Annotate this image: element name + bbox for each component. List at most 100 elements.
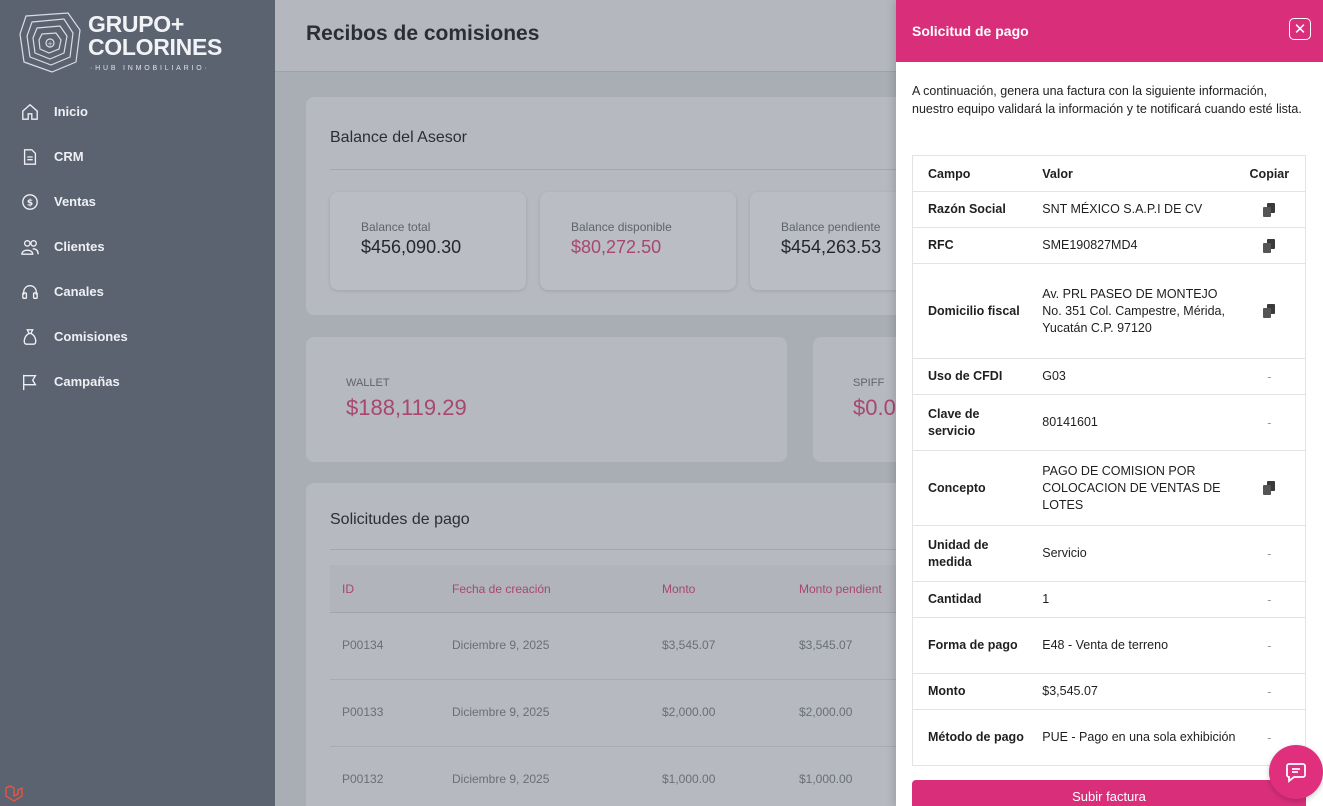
brand-line2: COLORINES xyxy=(88,34,223,60)
cell-id: P00134 xyxy=(342,638,384,652)
field-name: Método de pago xyxy=(912,709,1027,766)
field-name: Uso de CFDI xyxy=(912,358,1027,395)
money-bag-icon xyxy=(20,327,40,347)
chat-button[interactable] xyxy=(1269,745,1323,799)
drawer-header: Solicitud de pago ✕ xyxy=(896,0,1323,62)
field-name: RFC xyxy=(912,227,1027,264)
sidebar-item-ventas[interactable]: $ Ventas xyxy=(0,179,275,224)
column-header-field: Campo xyxy=(912,155,1027,192)
copy-cell: - xyxy=(1235,358,1306,395)
cell-id: P00132 xyxy=(342,772,384,786)
cell-date: Diciembre 9, 2025 xyxy=(452,705,550,719)
sidebar-item-label: CRM xyxy=(54,149,84,164)
field-value: 80141601 xyxy=(1026,394,1236,451)
cell-date: Diciembre 9, 2025 xyxy=(452,772,550,786)
table-row[interactable]: P00134 Diciembre 9, 2025 $3,545.07 $3,54… xyxy=(330,613,1006,680)
balance-pending-value: $454,263.53 xyxy=(781,237,882,257)
table-row[interactable]: P00132 Diciembre 9, 2025 $1,000.00 $1,00… xyxy=(330,747,1006,806)
document-icon xyxy=(20,147,40,167)
sidebar-item-crm[interactable]: CRM xyxy=(0,134,275,179)
copy-cell xyxy=(1235,191,1306,228)
column-header-id[interactable]: ID xyxy=(342,582,354,596)
field-value: PUE - Pago en una sola exhibición xyxy=(1026,709,1236,766)
column-header-pending[interactable]: Monto pendient xyxy=(799,582,882,596)
cell-pending: $1,000.00 xyxy=(799,772,853,786)
sidebar-item-label: Clientes xyxy=(54,239,105,254)
no-copy-dash: - xyxy=(1267,592,1272,607)
cell-pending: $2,000.00 xyxy=(799,705,853,719)
invoice-field-row: Método de pago PUE - Pago en una sola exh… xyxy=(912,709,1306,766)
home-icon xyxy=(20,102,40,122)
column-header-date[interactable]: Fecha de creación xyxy=(452,582,551,596)
divider xyxy=(330,549,1006,550)
field-name: Razón Social xyxy=(912,191,1027,228)
column-header-value: Valor xyxy=(1026,155,1236,192)
copy-icon[interactable] xyxy=(1261,303,1277,319)
no-copy-dash: - xyxy=(1267,415,1272,430)
balance-available-value: $80,272.50 xyxy=(571,237,662,257)
invoice-fields-body: Razón Social SNT MÉXICO S.A.P.I DE CV RFC S… xyxy=(912,191,1306,766)
invoice-field-row: RFC SME190827MD4 xyxy=(912,227,1306,264)
sidebar-nav: Inicio CRM $ Ventas Clientes Canales xyxy=(0,89,275,404)
brand-tagline: ·HUB INMOBILIARIO· xyxy=(90,65,210,72)
field-value: SME190827MD4 xyxy=(1026,227,1236,264)
balance-total-box: Balance total $456,090.30 xyxy=(330,192,526,290)
users-icon xyxy=(20,237,40,257)
spiff-label: SPIFF xyxy=(853,377,885,389)
svg-text:+: + xyxy=(47,40,53,48)
sidebar-item-inicio[interactable]: Inicio xyxy=(0,89,275,134)
copy-icon[interactable] xyxy=(1261,202,1277,218)
payment-requests-title: Solicitudes de pago xyxy=(330,511,470,528)
sidebar-item-canales[interactable]: Canales xyxy=(0,269,275,314)
spiff-value: $0.0 xyxy=(853,395,896,420)
dollar-circle-icon: $ xyxy=(20,192,40,212)
copy-cell xyxy=(1235,263,1306,359)
sidebar-item-comisiones[interactable]: Comisiones xyxy=(0,314,275,359)
invoice-field-row: Cantidad 1 - xyxy=(912,581,1306,618)
table-header-row: Campo Valor Copiar xyxy=(912,155,1306,192)
laravel-icon[interactable] xyxy=(4,784,24,804)
wallet-label: WALLET xyxy=(346,377,390,389)
no-copy-dash: - xyxy=(1267,638,1272,653)
field-value: G03 xyxy=(1026,358,1236,395)
table-header: ID Fecha de creación Monto Monto pendien… xyxy=(330,565,1006,613)
brand-line1: GRUPO+ xyxy=(88,11,184,37)
sidebar: + GRUPO+ COLORINES ·HUB INMOBILIARIO· In… xyxy=(0,0,275,806)
field-value: Servicio xyxy=(1026,525,1236,582)
upload-invoice-button[interactable]: Subir factura xyxy=(912,780,1306,806)
copy-cell: - xyxy=(1235,525,1306,582)
divider xyxy=(330,169,946,170)
field-value: PAGO DE COMISION POR COLOCACION DE VENTA… xyxy=(1026,450,1236,526)
brand-logo[interactable]: + GRUPO+ COLORINES ·HUB INMOBILIARIO· xyxy=(18,10,238,76)
drawer-title: Solicitud de pago xyxy=(912,23,1029,39)
copy-cell: - xyxy=(1235,617,1306,674)
sidebar-item-campanas[interactable]: Campañas xyxy=(0,359,275,404)
invoice-field-row: Uso de CFDI G03 - xyxy=(912,358,1306,395)
copy-cell xyxy=(1235,450,1306,526)
sidebar-item-clientes[interactable]: Clientes xyxy=(0,224,275,269)
close-button[interactable]: ✕ xyxy=(1289,18,1311,40)
copy-icon[interactable] xyxy=(1261,480,1277,496)
copy-cell: - xyxy=(1235,394,1306,451)
cell-date: Diciembre 9, 2025 xyxy=(452,638,550,652)
cell-pending: $3,545.07 xyxy=(799,638,853,652)
table-row[interactable]: P00133 Diciembre 9, 2025 $2,000.00 $2,00… xyxy=(330,680,1006,747)
copy-icon[interactable] xyxy=(1261,238,1277,254)
copy-cell: - xyxy=(1235,673,1306,710)
balance-title: Balance del Asesor xyxy=(330,129,467,146)
drawer-intro: A continuación, genera una factura con l… xyxy=(912,84,1302,116)
invoice-field-row: Unidad de medida Servicio - xyxy=(912,525,1306,582)
balance-available-label: Balance disponible xyxy=(571,220,672,234)
sidebar-item-label: Canales xyxy=(54,284,104,299)
copy-cell xyxy=(1235,227,1306,264)
headset-icon xyxy=(20,282,40,302)
svg-text:$: $ xyxy=(27,198,33,208)
balance-total-label: Balance total xyxy=(361,220,431,234)
balance-card: Balance del Asesor Balance total $456,09… xyxy=(306,97,946,315)
wallet-value: $188,119.29 xyxy=(346,395,467,420)
copy-cell: - xyxy=(1235,581,1306,618)
no-copy-dash: - xyxy=(1267,684,1272,699)
column-header-amount[interactable]: Monto xyxy=(662,582,696,596)
no-copy-dash: - xyxy=(1267,730,1272,745)
field-name: Forma de pago xyxy=(912,617,1027,674)
